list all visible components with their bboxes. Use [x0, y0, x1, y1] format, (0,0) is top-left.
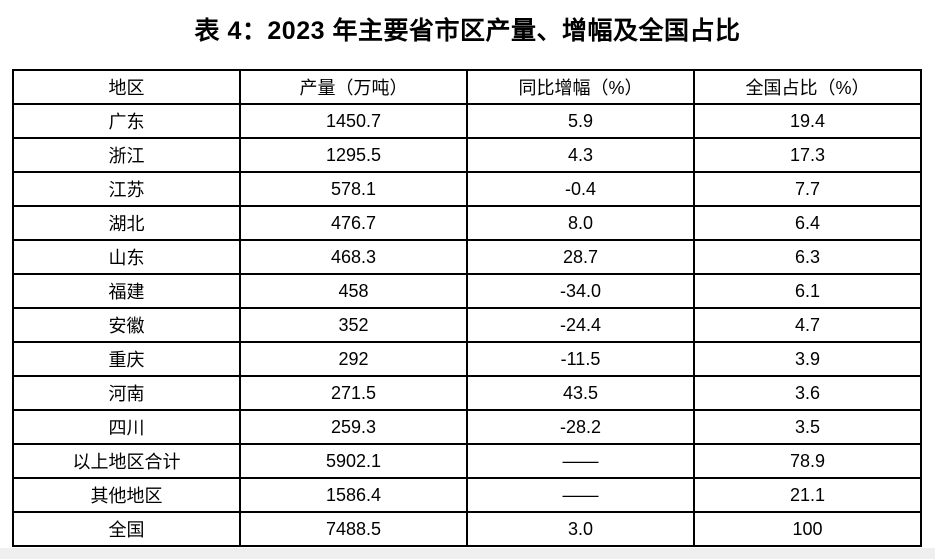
table-row: 湖北 476.7 8.0 6.4: [12, 205, 922, 241]
table-row: 四川 259.3 -28.2 3.5: [12, 409, 922, 445]
value-cell: ——: [466, 477, 695, 513]
value-cell: 3.5: [693, 409, 922, 445]
value-cell: 1295.5: [239, 137, 468, 173]
value-cell: 468.3: [239, 239, 468, 275]
value-cell: 578.1: [239, 171, 468, 207]
value-cell: -0.4: [466, 171, 695, 207]
table-row: 河南 271.5 43.5 3.6: [12, 375, 922, 411]
value-cell: 458: [239, 273, 468, 309]
value-cell: 5902.1: [239, 443, 468, 479]
value-cell: 8.0: [466, 205, 695, 241]
value-cell: 259.3: [239, 409, 468, 445]
value-cell: 17.3: [693, 137, 922, 173]
value-cell: 7.7: [693, 171, 922, 207]
table-row: 安徽 352 -24.4 4.7: [12, 307, 922, 343]
table-head: 地区 产量（万吨） 同比增幅（%） 全国占比（%）: [12, 69, 922, 105]
value-cell: 7488.5: [239, 511, 468, 547]
region-cell: 湖北: [12, 205, 241, 241]
region-cell: 浙江: [12, 137, 241, 173]
value-cell: 1450.7: [239, 103, 468, 139]
region-cell: 山东: [12, 239, 241, 275]
table-row: 山东 468.3 28.7 6.3: [12, 239, 922, 275]
value-cell: 6.1: [693, 273, 922, 309]
value-cell: 6.3: [693, 239, 922, 275]
value-cell: 78.9: [693, 443, 922, 479]
table-row: 其他地区 1586.4 —— 21.1: [12, 477, 922, 513]
region-cell: 其他地区: [12, 477, 241, 513]
header-cell: 产量（万吨）: [239, 69, 468, 105]
table-row: 广东 1450.7 5.9 19.4: [12, 103, 922, 139]
value-cell: 292: [239, 341, 468, 377]
region-cell: 重庆: [12, 341, 241, 377]
table-row: 福建 458 -34.0 6.1: [12, 273, 922, 309]
table-title: 表 4：2023 年主要省市区产量、增幅及全国占比: [194, 17, 741, 45]
table-row: 以上地区合计 5902.1 —— 78.9: [12, 443, 922, 479]
table-row: 全国 7488.5 3.0 100: [12, 511, 922, 547]
value-cell: 21.1: [693, 477, 922, 513]
value-cell: 6.4: [693, 205, 922, 241]
value-cell: 4.3: [466, 137, 695, 173]
data-table: 地区 产量（万吨） 同比增幅（%） 全国占比（%） 广东 1450.7 5.9 19.4 浙江…: [12, 69, 922, 547]
value-cell: 476.7: [239, 205, 468, 241]
value-cell: 28.7: [466, 239, 695, 275]
table-row: 重庆 292 -11.5 3.9: [12, 341, 922, 377]
region-cell: 以上地区合计: [12, 443, 241, 479]
value-cell: 271.5: [239, 375, 468, 411]
value-cell: 3.6: [693, 375, 922, 411]
value-cell: 43.5: [466, 375, 695, 411]
value-cell: -34.0: [466, 273, 695, 309]
region-cell: 江苏: [12, 171, 241, 207]
table-row: 江苏 578.1 -0.4 7.7: [12, 171, 922, 207]
header-cell: 地区: [12, 69, 241, 105]
value-cell: 4.7: [693, 307, 922, 343]
header-cell: 全国占比（%）: [693, 69, 922, 105]
bottom-strip: [0, 548, 935, 559]
value-cell: -28.2: [466, 409, 695, 445]
table-body: 广东 1450.7 5.9 19.4 浙江 1295.5 4.3 17.3 江苏 578.1 -0.…: [12, 103, 922, 547]
header-cell: 同比增幅（%）: [466, 69, 695, 105]
region-cell: 福建: [12, 273, 241, 309]
value-cell: 3.9: [693, 341, 922, 377]
value-cell: 3.0: [466, 511, 695, 547]
region-cell: 安徽: [12, 307, 241, 343]
value-cell: 1586.4: [239, 477, 468, 513]
table-row: 浙江 1295.5 4.3 17.3: [12, 137, 922, 173]
value-cell: ——: [466, 443, 695, 479]
value-cell: 352: [239, 307, 468, 343]
value-cell: 5.9: [466, 103, 695, 139]
value-cell: -24.4: [466, 307, 695, 343]
region-cell: 广东: [12, 103, 241, 139]
value-cell: 100: [693, 511, 922, 547]
header-row: 地区 产量（万吨） 同比增幅（%） 全国占比（%）: [12, 69, 922, 105]
value-cell: 19.4: [693, 103, 922, 139]
region-cell: 四川: [12, 409, 241, 445]
region-cell: 全国: [12, 511, 241, 547]
value-cell: -11.5: [466, 341, 695, 377]
region-cell: 河南: [12, 375, 241, 411]
